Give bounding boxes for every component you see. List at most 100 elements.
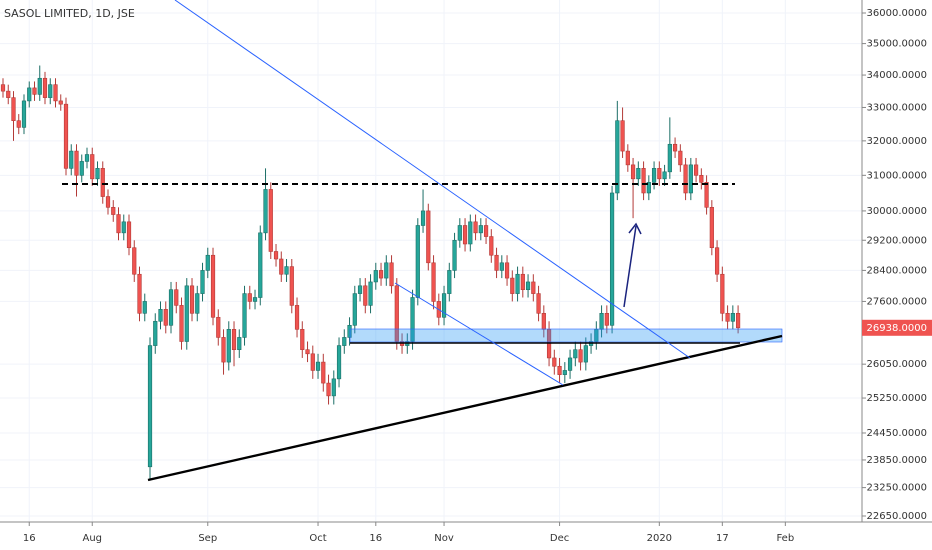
candle-body — [557, 365, 562, 375]
candle-body — [53, 84, 58, 102]
candle-body — [179, 305, 184, 342]
candle-body — [174, 289, 179, 306]
candle-body — [688, 164, 693, 194]
drawings — [62, 0, 783, 482]
candle-body — [504, 262, 510, 279]
x-tick-label: 17 — [716, 533, 729, 544]
candle-body — [704, 182, 709, 208]
y-tick-label: 29200.0000 — [867, 235, 927, 246]
candle-body — [347, 324, 352, 338]
x-tick-label: Aug — [82, 533, 102, 544]
candle-body — [205, 254, 210, 271]
candle-body — [625, 150, 630, 166]
candle-body — [74, 150, 79, 176]
candle-body — [279, 258, 284, 275]
candle-body — [300, 329, 305, 350]
candle-body — [90, 154, 95, 180]
candle-body — [562, 370, 567, 375]
y-tick-label: 25250.0000 — [867, 393, 927, 404]
x-tick-label: Sep — [198, 533, 217, 544]
candle-body — [111, 207, 116, 215]
candle-body — [184, 285, 189, 342]
candle-body — [531, 281, 536, 294]
x-tick-label: Nov — [434, 533, 454, 544]
x-tick-label: Dec — [550, 533, 569, 544]
candle-body — [615, 120, 620, 194]
candle-body — [284, 266, 289, 275]
candle-body — [331, 378, 336, 397]
candle-body — [247, 293, 252, 302]
candle-body — [368, 281, 373, 306]
candle-body — [441, 293, 447, 318]
candle-body — [520, 273, 525, 290]
candle-body — [105, 196, 111, 208]
candle-body — [27, 87, 32, 102]
candle-body — [289, 266, 294, 306]
candle-body — [462, 225, 468, 245]
candle-body — [84, 154, 90, 162]
y-tick-label: 36000.0000 — [867, 8, 927, 19]
candle-body — [426, 210, 431, 264]
candle-body — [657, 168, 662, 180]
candle-body — [158, 309, 163, 322]
candle-body — [604, 312, 609, 326]
rising-trendline — [147, 334, 783, 482]
candle-body — [126, 221, 132, 249]
channel-line — [394, 282, 564, 386]
candle-body — [720, 273, 725, 314]
candle-body — [573, 349, 578, 359]
candle-body — [352, 293, 357, 326]
candle-body — [315, 361, 321, 371]
candle-body — [394, 285, 399, 342]
candle-body — [483, 225, 489, 237]
x-tick-label: Feb — [776, 533, 794, 544]
candle-body — [357, 285, 363, 294]
candle-body — [489, 236, 494, 256]
candle-body — [636, 168, 641, 180]
falling-trendline — [174, 0, 691, 359]
y-tick-label: 34000.0000 — [867, 70, 927, 81]
candle-body — [321, 361, 326, 384]
candle-body — [725, 312, 730, 322]
candle-body — [609, 192, 615, 326]
x-tick-label: 2020 — [647, 533, 672, 544]
candle-body — [210, 254, 216, 318]
candles — [0, 65, 741, 481]
arrow-head — [628, 222, 642, 235]
y-tick-label: 23850.0000 — [867, 455, 927, 466]
candle-body — [651, 168, 657, 183]
candle-body — [242, 293, 247, 338]
candle-body — [378, 270, 384, 279]
candle-body — [200, 270, 205, 294]
candle-body — [525, 281, 531, 290]
candle-body — [646, 182, 651, 194]
candle-body — [342, 337, 347, 346]
candle-body — [447, 270, 452, 294]
candle-body — [641, 168, 646, 194]
candle-body — [709, 207, 714, 249]
candle-body — [363, 285, 368, 306]
candle-body — [541, 312, 546, 330]
candle-body — [310, 353, 315, 371]
candle-body — [468, 221, 473, 245]
candle-body — [116, 214, 121, 234]
candle-body — [273, 251, 279, 260]
candle-body — [189, 285, 195, 314]
candle-body — [42, 77, 48, 98]
y-tick-label: 24450.0000 — [867, 428, 927, 439]
x-tick-label: Oct — [309, 533, 326, 544]
candle-body — [263, 189, 268, 234]
candle-body — [237, 337, 242, 350]
candle-body — [336, 345, 342, 380]
candle-body — [384, 262, 389, 279]
candle-body — [714, 247, 720, 275]
candle-body — [0, 84, 6, 92]
candle-body — [142, 301, 147, 314]
price-label: 26938.0000 — [867, 323, 927, 334]
candle-body — [163, 309, 168, 326]
candle-body — [6, 90, 11, 98]
candle-body — [137, 273, 142, 314]
candle-body — [630, 164, 636, 180]
candle-body — [478, 225, 483, 234]
